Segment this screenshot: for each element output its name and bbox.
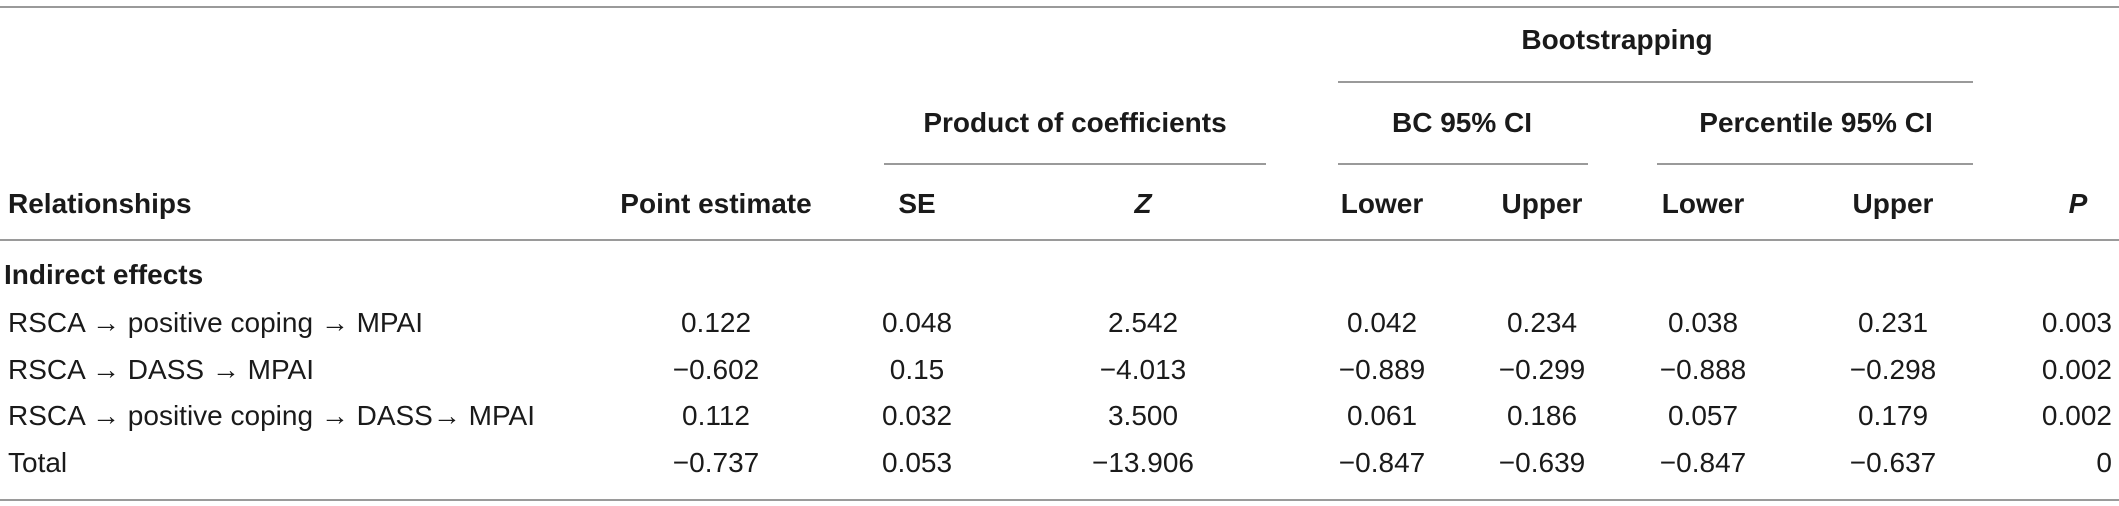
row-1-z: 2.542 (1107, 307, 1179, 338)
row-4-p: 0 (2096, 447, 2112, 478)
group-header-product-of-coefficients: Product of coefficients (923, 107, 1227, 138)
bootstrapping-rule (1338, 81, 1973, 83)
row-2-pct-lower: −0.888 (1659, 354, 1747, 385)
product-of-coefficients-rule (884, 163, 1266, 165)
row-4-z: −13.906 (1092, 447, 1194, 478)
row-3-pct-upper: 0.179 (1857, 400, 1929, 431)
row-3-p: 0.002 (2041, 400, 2112, 431)
row-1-bc-upper: 0.234 (1506, 307, 1578, 338)
top-rule (0, 6, 2119, 8)
group-header-percentile-ci: Percentile 95% CI (1699, 107, 1933, 138)
row-2-z: −4.013 (1099, 354, 1187, 385)
percentile-ci-rule (1657, 163, 1973, 165)
bc-ci-rule (1338, 163, 1588, 165)
column-header-pct-upper: Upper (1852, 188, 1934, 219)
column-header-se: SE (898, 188, 936, 219)
column-header-bc-lower: Lower (1340, 188, 1424, 219)
row-3-bc-lower: 0.061 (1346, 400, 1418, 431)
row-1-bc-lower: 0.042 (1346, 307, 1418, 338)
group-header-bc-ci: BC 95% CI (1391, 107, 1533, 138)
row-2-p: 0.002 (2041, 354, 2112, 385)
row-1-relationship: RSCA → positive coping → MPAI (8, 307, 423, 338)
row-2-relationship: RSCA → DASS → MPAI (8, 354, 314, 385)
header-bottom-rule (0, 239, 2119, 241)
row-4-se: 0.053 (881, 447, 953, 478)
row-2-point-estimate: −0.602 (672, 354, 760, 385)
column-header-point-estimate: Point estimate (620, 188, 812, 219)
row-1-point-estimate: 0.122 (680, 307, 752, 338)
row-2-se: 0.15 (889, 354, 945, 385)
bottom-rule (0, 499, 2119, 501)
row-3-point-estimate: 0.112 (682, 400, 750, 431)
row-1-pct-upper: 0.231 (1857, 307, 1929, 338)
row-4-pct-lower: −0.847 (1659, 447, 1747, 478)
section-label-indirect-effects: Indirect effects (4, 259, 204, 290)
row-4-bc-upper: −0.639 (1498, 447, 1586, 478)
row-4-relationship: Total (8, 447, 68, 478)
column-header-pct-lower: Lower (1661, 188, 1745, 219)
row-3-bc-upper: 0.186 (1506, 400, 1578, 431)
row-4-bc-lower: −0.847 (1338, 447, 1426, 478)
row-4-pct-upper: −0.637 (1849, 447, 1937, 478)
column-header-z: Z (1134, 188, 1152, 219)
row-2-bc-upper: −0.299 (1498, 354, 1586, 385)
row-3-pct-lower: 0.057 (1667, 400, 1739, 431)
column-header-bc-upper: Upper (1501, 188, 1583, 219)
row-1-p: 0.003 (2041, 307, 2112, 338)
row-2-pct-upper: −0.298 (1849, 354, 1937, 385)
column-header-p: P (2068, 188, 2088, 219)
row-1-pct-lower: 0.038 (1667, 307, 1739, 338)
row-4-point-estimate: −0.737 (672, 447, 760, 478)
row-3-z: 3.500 (1107, 400, 1179, 431)
row-1-se: 0.048 (881, 307, 953, 338)
column-header-relationships: Relationships (8, 188, 192, 219)
row-3-relationship: RSCA → positive coping → DASS→ MPAI (8, 400, 535, 431)
row-2-bc-lower: −0.889 (1338, 354, 1426, 385)
row-3-se: 0.032 (881, 400, 953, 431)
group-header-bootstrapping: Bootstrapping (1521, 24, 1713, 55)
